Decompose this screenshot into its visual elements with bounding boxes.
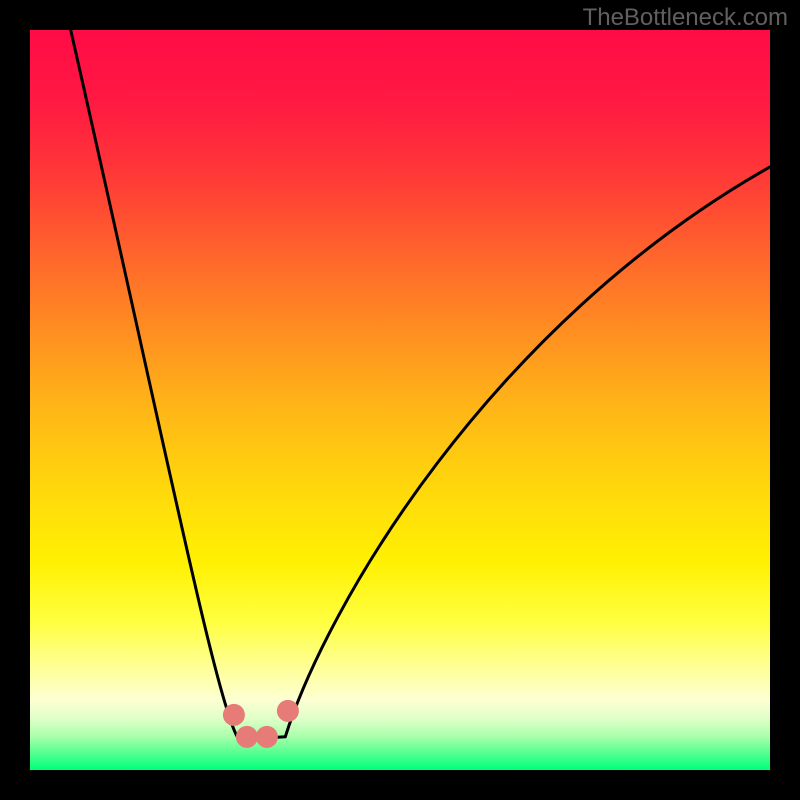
bottleneck-curve: [30, 30, 770, 770]
plot-area: [30, 30, 770, 770]
watermark-text: TheBottleneck.com: [583, 4, 788, 32]
chart-container: TheBottleneck.com: [0, 0, 800, 800]
